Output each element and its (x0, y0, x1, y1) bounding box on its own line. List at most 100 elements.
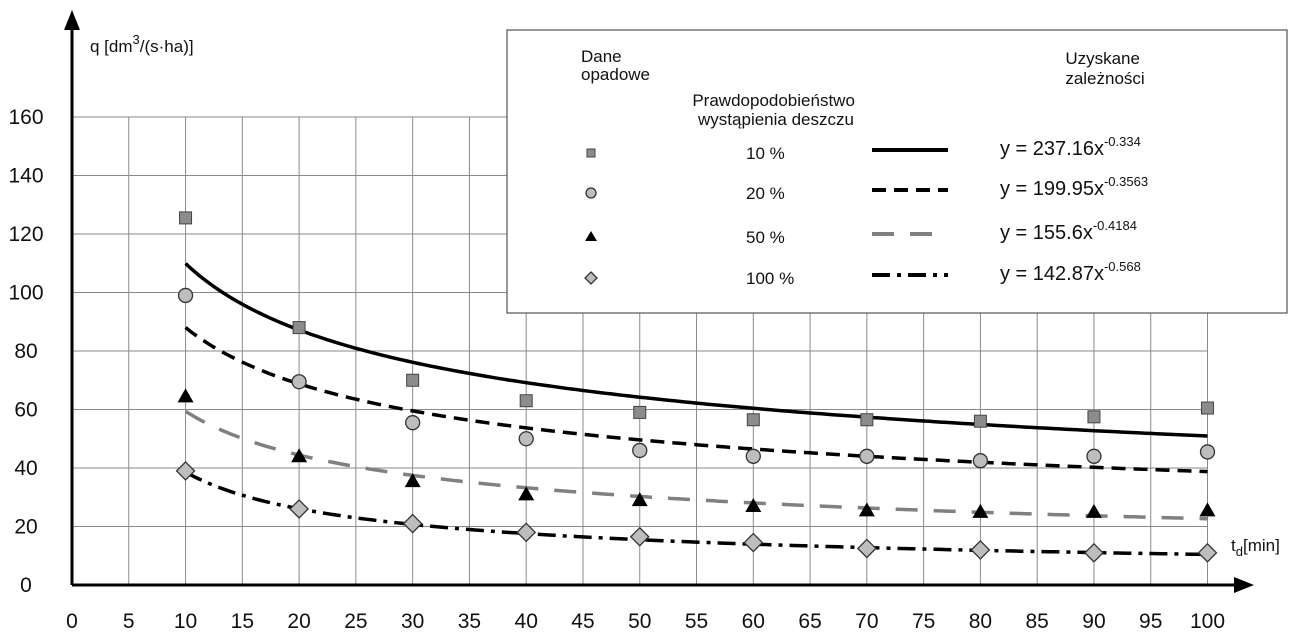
fit-line-4 (184, 470, 1208, 557)
data-point-s4-10 (175, 461, 196, 481)
data-point-s1-60 (746, 413, 760, 427)
data-point-s3-90 (1085, 503, 1102, 518)
data-point-s2-30 (404, 415, 421, 431)
legend-label-2: 20 % (746, 184, 785, 203)
data-point-s3-80 (972, 503, 989, 518)
data-point-s1-50 (633, 405, 647, 419)
data-points (175, 211, 1218, 563)
data-point-s4-100 (1197, 542, 1218, 563)
y-tick-label-80: 80 (14, 340, 37, 363)
data-point-s4-70 (856, 538, 877, 559)
legend-label-3: 50 % (746, 228, 785, 247)
legend-equation-3: y = 155.6x-0.4184 (1000, 218, 1137, 244)
x-tick-label-30: 30 (401, 610, 424, 633)
data-point-s4-90 (1084, 542, 1104, 563)
x-tick-label-85: 85 (1025, 610, 1048, 633)
data-point-s1-100 (1201, 401, 1214, 415)
x-tick-labels: 0 5 10 15 20 25 30 35 40 45 50 55 60 65 70 75 80 85 90 95 10… (66, 610, 1225, 633)
axes (64, 10, 1254, 593)
y-tick-label-0: 0 (20, 574, 32, 597)
x-tick-label-50: 50 (628, 610, 651, 633)
legend-equation-2: y = 199.95x-0.3563 (1000, 174, 1148, 200)
data-point-s4-40 (516, 522, 537, 543)
data-point-s2-100 (1199, 444, 1216, 460)
data-point-s3-100 (1199, 502, 1216, 517)
legend-marker-3 (585, 231, 597, 241)
x-axis-arrow-icon (1234, 577, 1254, 593)
data-point-s3-40 (518, 486, 535, 501)
y-axis-arrow-icon (64, 10, 80, 30)
data-point-s2-80 (972, 453, 989, 469)
x-axis-label: td[min] (1231, 536, 1280, 559)
legend-equation-1: y = 237.16x-0.334 (1000, 134, 1141, 160)
x-tick-label-80: 80 (969, 610, 992, 633)
legend-label-1: 10 % (746, 144, 785, 163)
y-tick-label-20: 20 (14, 516, 37, 539)
x-tick-label-20: 20 (287, 610, 310, 633)
data-point-s2-40 (518, 431, 534, 447)
legend-entries: 10 % y = 237.16x-0.334 20 % y = 199.95x-0.3… (584, 134, 1148, 288)
x-tick-label-95: 95 (1139, 610, 1162, 633)
data-point-s4-30 (402, 513, 423, 534)
fit-line-2 (184, 326, 1208, 474)
y-tick-label-60: 60 (14, 399, 37, 422)
y-tick-label-100: 100 (8, 282, 43, 305)
data-point-s4-50 (629, 526, 650, 547)
y-tick-label-40: 40 (14, 457, 37, 480)
x-tick-label-65: 65 (798, 610, 821, 633)
legend: Dane opadowe Prawdopodobieństwo wystąpie… (506, 29, 1288, 314)
data-point-s2-10 (177, 287, 194, 304)
legend-col2-header: Prawdopodobieństwo wystąpienia deszczu (692, 91, 859, 129)
data-point-s1-40 (519, 394, 533, 408)
x-tick-label-40: 40 (515, 610, 538, 633)
y-tick-label-160: 160 (8, 106, 43, 129)
x-tick-label-75: 75 (912, 610, 935, 633)
data-point-s4-20 (289, 499, 310, 519)
data-point-s1-70 (860, 413, 874, 427)
data-point-s3-70 (858, 502, 875, 517)
x-tick-label-70: 70 (855, 610, 878, 633)
data-point-s4-60 (743, 532, 764, 553)
legend-box (506, 29, 1288, 314)
data-point-s2-90 (1086, 448, 1102, 464)
data-point-s1-30 (406, 373, 420, 387)
data-point-s3-50 (631, 492, 648, 507)
data-point-s1-90 (1087, 410, 1101, 424)
data-point-s2-20 (291, 374, 307, 390)
data-point-s3-10 (177, 388, 194, 403)
x-tick-label-35: 35 (458, 610, 481, 633)
x-tick-label-25: 25 (344, 610, 367, 633)
data-point-s2-60 (745, 448, 761, 464)
legend-col3-header: Uzyskane zależności (1065, 49, 1144, 88)
data-point-s3-60 (745, 498, 762, 513)
data-point-s4-80 (970, 539, 991, 560)
data-point-s1-10 (179, 211, 193, 225)
x-tick-label-10: 10 (174, 610, 197, 633)
x-tick-label-100: 100 (1190, 610, 1225, 633)
legend-marker-4 (584, 271, 598, 285)
x-tick-label-15: 15 (231, 610, 254, 633)
data-point-s2-70 (859, 448, 875, 464)
legend-equation-4: y = 142.87x-0.568 (1000, 259, 1141, 285)
x-tick-label-5: 5 (123, 610, 135, 633)
data-point-s3-30 (404, 473, 421, 488)
data-point-s2-50 (632, 442, 648, 459)
legend-col1-header: Dane opadowe (581, 47, 650, 84)
x-tick-label-60: 60 (742, 610, 765, 633)
x-tick-label-90: 90 (1082, 610, 1105, 633)
data-point-s1-20 (292, 321, 306, 335)
fit-lines (184, 262, 1208, 557)
x-tick-label-0: 0 (66, 610, 78, 633)
fit-line-1 (184, 262, 1208, 438)
data-point-s3-20 (291, 448, 308, 463)
x-tick-label-55: 55 (685, 610, 708, 633)
x-tick-label-45: 45 (571, 610, 594, 633)
legend-marker-2 (585, 187, 597, 199)
y-tick-label-140: 140 (8, 165, 43, 188)
legend-marker-1 (586, 148, 596, 158)
y-tick-label-120: 120 (8, 223, 43, 246)
y-axis-label: q [dm3/(s·ha)] (90, 32, 194, 56)
y-tick-labels: 0 20 40 60 80 100 120 140 160 (8, 106, 43, 597)
legend-label-4: 100 % (746, 269, 794, 288)
